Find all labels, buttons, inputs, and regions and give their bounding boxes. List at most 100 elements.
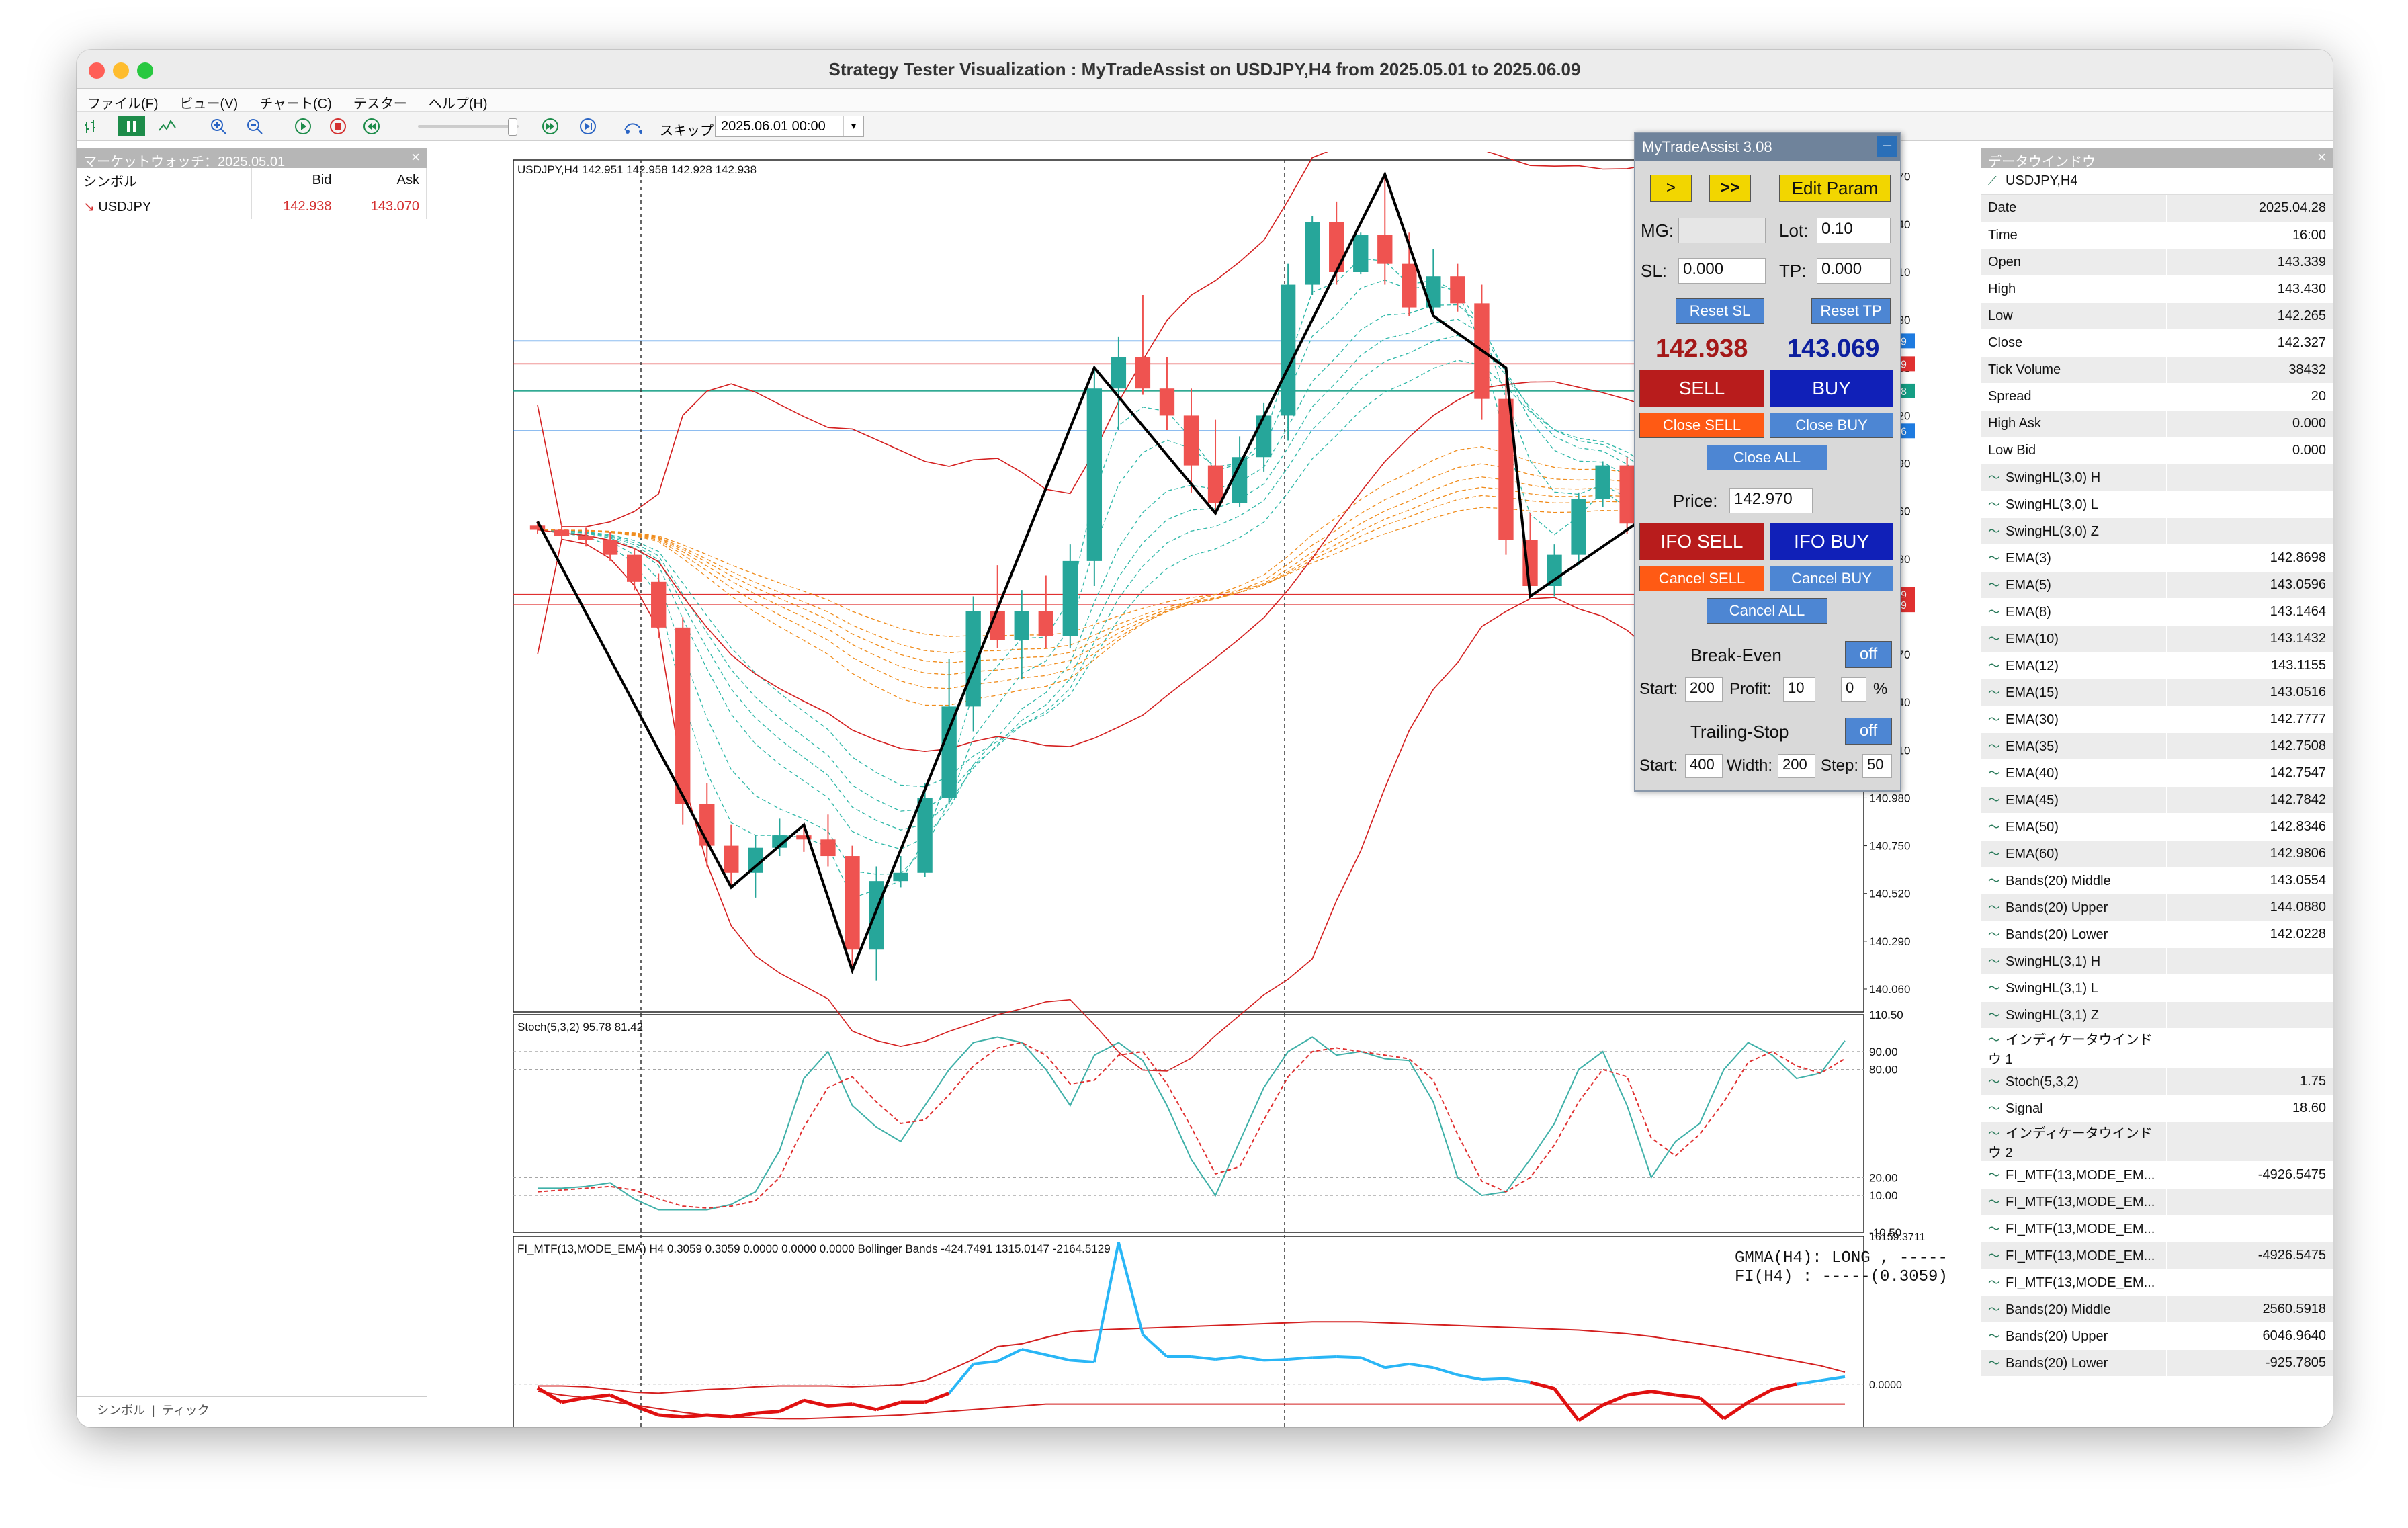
candle-body[interactable]: [1571, 499, 1586, 555]
break-even-toggle[interactable]: off: [1845, 641, 1892, 668]
candle-body[interactable]: [1135, 357, 1151, 389]
candle-body[interactable]: [965, 611, 981, 707]
be-profit-field[interactable]: 10: [1783, 677, 1815, 702]
candle-body[interactable]: [1256, 415, 1272, 458]
candle-body[interactable]: [1450, 276, 1465, 304]
candle-body[interactable]: [1232, 457, 1248, 503]
ts-step-field[interactable]: 50: [1862, 754, 1892, 778]
rewind-icon[interactable]: [361, 116, 382, 136]
candle-body[interactable]: [1498, 398, 1514, 540]
chevron-down-icon[interactable]: ▾: [843, 116, 863, 136]
cancel-all-button[interactable]: Cancel ALL: [1707, 598, 1828, 624]
zoom-out-icon[interactable]: [245, 116, 265, 136]
candle-body[interactable]: [554, 529, 570, 536]
ifo-buy-button[interactable]: IFO BUY: [1770, 523, 1893, 560]
close-icon[interactable]: ×: [411, 148, 420, 165]
close-buy-button[interactable]: Close BUY: [1770, 413, 1893, 438]
skip-label[interactable]: スキップ: [660, 124, 714, 138]
candle-body[interactable]: [529, 525, 546, 530]
skip-date-select[interactable]: 2025.06.01 00:00 ▾: [715, 116, 864, 137]
maximize-window-button[interactable]: [137, 62, 153, 79]
menu-chart[interactable]: チャート(C): [259, 97, 332, 112]
fast-next-button[interactable]: >>: [1709, 175, 1751, 202]
candle-body[interactable]: [1402, 263, 1417, 308]
candlestick-icon[interactable]: [118, 116, 145, 136]
tab-ticks[interactable]: ティック: [161, 1404, 210, 1417]
cancel-buy-button[interactable]: Cancel BUY: [1770, 566, 1893, 591]
candle-body[interactable]: [1111, 357, 1127, 389]
speed-slider-handle[interactable]: [508, 118, 517, 136]
candle-body[interactable]: [1183, 415, 1199, 466]
candle-body[interactable]: [1619, 465, 1635, 524]
candle-body[interactable]: [796, 835, 812, 840]
candle-body[interactable]: [1159, 388, 1175, 416]
candle-body[interactable]: [1038, 611, 1054, 636]
close-window-button[interactable]: [89, 62, 105, 79]
buy-button[interactable]: BUY: [1770, 370, 1893, 407]
next-button[interactable]: >: [1650, 175, 1692, 202]
fast-forward-icon[interactable]: [540, 116, 560, 136]
close-icon[interactable]: ×: [2317, 148, 2326, 165]
column-header-symbol[interactable]: シンボル: [77, 168, 252, 194]
menu-help[interactable]: ヘルプ(H): [428, 97, 488, 112]
candle-body[interactable]: [1014, 611, 1029, 640]
lot-field[interactable]: 0.10: [1817, 218, 1891, 243]
close-sell-button[interactable]: Close SELL: [1639, 413, 1764, 438]
candle-body[interactable]: [748, 847, 763, 873]
trailing-stop-toggle[interactable]: off: [1845, 718, 1892, 745]
tp-field[interactable]: 0.000: [1817, 258, 1891, 284]
candle-body[interactable]: [869, 881, 884, 950]
candle-body[interactable]: [1353, 235, 1369, 273]
menu-tester[interactable]: テスター: [353, 97, 407, 112]
line-chart-icon[interactable]: [157, 116, 177, 136]
candle-body[interactable]: [772, 835, 787, 848]
minimize-window-button[interactable]: [113, 62, 129, 79]
reset-sl-button[interactable]: Reset SL: [1676, 298, 1764, 324]
menu-file[interactable]: ファイル(F): [87, 97, 159, 112]
speed-slider-track[interactable]: [418, 125, 519, 128]
play-icon[interactable]: [293, 116, 313, 136]
candle-body[interactable]: [1329, 222, 1344, 273]
minimize-icon[interactable]: –: [1877, 136, 1897, 157]
ts-start-field[interactable]: 400: [1685, 754, 1723, 778]
sl-field[interactable]: 0.000: [1678, 258, 1766, 284]
zoom-in-icon[interactable]: [208, 116, 228, 136]
ts-width-field[interactable]: 200: [1778, 754, 1815, 778]
close-all-button[interactable]: Close ALL: [1707, 445, 1828, 470]
candle-body[interactable]: [917, 798, 933, 873]
sell-button[interactable]: SELL: [1639, 370, 1764, 407]
candle-body[interactable]: [1377, 235, 1393, 264]
be-start-field[interactable]: 200: [1685, 677, 1723, 702]
stop-icon[interactable]: [328, 116, 348, 136]
candle-body[interactable]: [1086, 388, 1103, 561]
candle-body[interactable]: [1062, 560, 1078, 636]
column-header-bid[interactable]: Bid: [251, 168, 339, 194]
reset-tp-button[interactable]: Reset TP: [1811, 298, 1891, 324]
candle-body[interactable]: [675, 627, 691, 804]
candle-body[interactable]: [602, 540, 618, 555]
ifo-sell-button[interactable]: IFO SELL: [1639, 523, 1764, 560]
be-percent-field[interactable]: 0: [1841, 677, 1866, 702]
candle-body[interactable]: [893, 872, 908, 882]
candle-body[interactable]: [1426, 276, 1441, 308]
candle-body[interactable]: [820, 839, 836, 857]
price-field[interactable]: 142.970: [1729, 488, 1813, 513]
tab-symbols[interactable]: シンボル: [97, 1404, 145, 1417]
candle-body[interactable]: [941, 706, 957, 798]
candle-body[interactable]: [1305, 222, 1320, 285]
candle-body[interactable]: [724, 845, 739, 873]
candle-body[interactable]: [1207, 465, 1223, 503]
table-row[interactable]: ↘ USDJPY 142.938 143.070: [77, 194, 427, 219]
candle-body[interactable]: [651, 581, 666, 628]
candle-body[interactable]: [1595, 465, 1610, 499]
candle-body[interactable]: [1280, 284, 1296, 416]
edit-param-button[interactable]: Edit Param: [1779, 175, 1891, 202]
column-header-ask[interactable]: Ask: [339, 168, 427, 194]
menu-view[interactable]: ビュー(V): [179, 97, 239, 112]
step-icon[interactable]: [578, 116, 598, 136]
skip-icon[interactable]: [622, 116, 642, 136]
candle-body[interactable]: [845, 856, 860, 950]
candle-body[interactable]: [626, 554, 642, 582]
mg-field[interactable]: [1678, 218, 1766, 243]
bar-chart-icon[interactable]: [82, 116, 102, 136]
